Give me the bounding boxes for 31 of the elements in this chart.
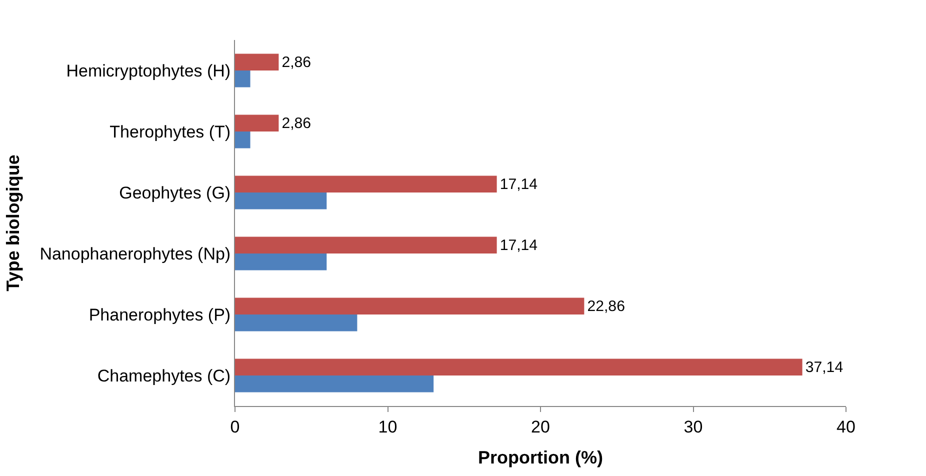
y-tick-label: Hemicryptophytes (H)	[66, 61, 231, 80]
bar	[235, 298, 584, 314]
bar	[235, 176, 497, 192]
bar	[235, 376, 434, 392]
bar	[235, 132, 250, 148]
x-tick-label: 40	[836, 417, 856, 436]
y-tick-label: Geophytes (G)	[119, 183, 231, 202]
data-label: 17,14	[500, 176, 538, 194]
y-tick-label: Phanerophytes (P)	[88, 305, 231, 324]
bar	[235, 70, 250, 88]
y-tick-label: Chamephytes (C)	[97, 366, 231, 386]
x-axis-title: Proportion (%)	[478, 448, 603, 468]
data-label: 2,86	[282, 115, 312, 132]
bar	[235, 358, 802, 376]
y-tick-label: Therophytes (T)	[110, 122, 231, 142]
x-tick-label: 10	[378, 417, 398, 436]
x-tick-label: 20	[531, 417, 550, 436]
data-label: 17,14	[500, 237, 538, 254]
bar	[235, 54, 279, 70]
x-tick-label: 0	[230, 417, 240, 436]
bar	[235, 114, 279, 132]
bar	[235, 254, 327, 270]
y-axis-title: Type biologique	[2, 154, 23, 292]
data-label: 2,86	[282, 54, 312, 72]
x-tick-label: 30	[684, 417, 703, 436]
bar	[235, 314, 358, 332]
bar	[235, 192, 327, 210]
y-tick-label: Nanophanerophytes (Np)	[40, 244, 231, 264]
data-label: 37,14	[805, 359, 844, 376]
data-label: 22,86	[587, 298, 625, 316]
bar	[235, 236, 497, 254]
